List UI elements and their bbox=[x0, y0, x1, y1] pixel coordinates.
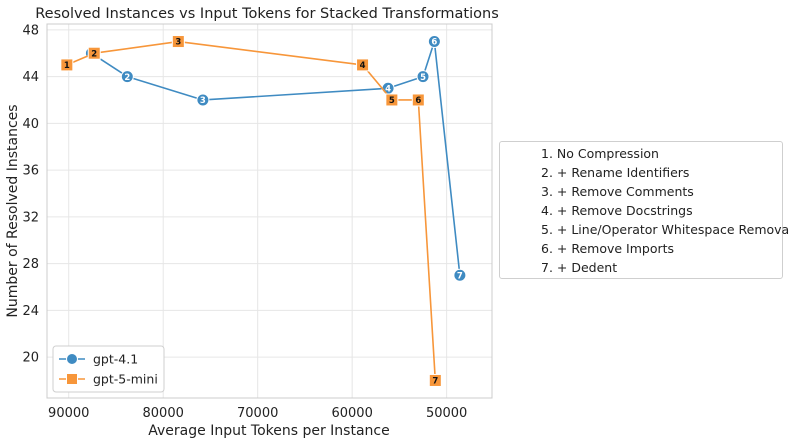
y-tick-label: 36 bbox=[22, 164, 39, 179]
point-label-gpt-5-mini: 3 bbox=[175, 38, 181, 48]
point-label-gpt-4-1: 7 bbox=[457, 271, 463, 281]
legend-step-7: 7. + Dedent bbox=[541, 260, 618, 275]
point-label-gpt-5-mini: 5 bbox=[389, 96, 395, 106]
point-label-gpt-5-mini: 7 bbox=[432, 377, 438, 387]
chart-title: Resolved Instances vs Input Tokens for S… bbox=[35, 6, 499, 22]
data-point-gpt-5-mini bbox=[87, 46, 101, 60]
y-tick-label: 48 bbox=[22, 23, 39, 38]
series-legend-box bbox=[52, 345, 165, 393]
data-point-gpt-5-mini bbox=[60, 58, 74, 72]
series-line-gpt-5-mini bbox=[66, 40, 437, 381]
point-label-gpt-5-mini: 1 bbox=[64, 61, 70, 71]
x-axis-label: Average Input Tokens per Instance bbox=[148, 423, 389, 439]
legend-label-gpt-4-1: gpt-4.1 bbox=[93, 352, 138, 367]
y-tick-label: 44 bbox=[22, 70, 39, 85]
legend-marker-gpt-4-1 bbox=[66, 353, 78, 365]
point-label-gpt-4-1: 4 bbox=[385, 84, 391, 94]
legend-step-3: 3. + Remove Comments bbox=[541, 184, 694, 199]
x-tick-labels: 90000 80000 70000 60000 50000 bbox=[48, 406, 467, 421]
y-tick-label: 28 bbox=[22, 257, 39, 272]
legend-step-1: 1. No Compression bbox=[541, 146, 659, 161]
point-label-gpt-4-1: 3 bbox=[200, 96, 206, 106]
y-axis-label: Number of Resolved Instances bbox=[5, 104, 21, 317]
data-point-gpt-4-1 bbox=[427, 35, 441, 49]
y-tick-label: 24 bbox=[22, 304, 39, 319]
legend-step-2: 2. + Rename Identifiers bbox=[541, 165, 690, 180]
data-point-gpt-4-1 bbox=[196, 93, 210, 107]
data-point-gpt-4-1 bbox=[120, 70, 134, 84]
data-point-gpt-4-1 bbox=[416, 70, 430, 84]
x-tick-label: 70000 bbox=[237, 406, 278, 421]
point-label-gpt-4-1: 5 bbox=[420, 73, 426, 83]
legend-marker-gpt-5-mini bbox=[66, 373, 78, 385]
series-layer: 12345671234567 bbox=[60, 35, 467, 387]
x-tick-label: 60000 bbox=[331, 406, 372, 421]
point-label-gpt-5-mini: 2 bbox=[91, 49, 97, 59]
y-tick-label: 32 bbox=[22, 210, 39, 225]
point-label-gpt-4-1: 2 bbox=[124, 73, 130, 83]
legend-step-4: 4. + Remove Docstrings bbox=[541, 203, 693, 218]
x-tick-label: 90000 bbox=[48, 406, 89, 421]
y-tick-label: 40 bbox=[22, 117, 39, 132]
x-tick-label: 50000 bbox=[426, 406, 467, 421]
data-point-gpt-4-1 bbox=[453, 268, 467, 282]
data-point-gpt-5-mini bbox=[385, 93, 399, 107]
plot-frame bbox=[46, 23, 493, 399]
data-point-gpt-5-mini bbox=[356, 58, 370, 72]
legend-label-gpt-5-mini: gpt-5-mini bbox=[93, 372, 158, 387]
point-label-gpt-5-mini: 6 bbox=[415, 96, 421, 106]
data-point-gpt-5-mini bbox=[428, 373, 442, 387]
legend-step-5: 5. + Line/Operator Whitespace Removal bbox=[541, 222, 789, 237]
data-point-gpt-5-mini bbox=[411, 93, 425, 107]
x-tick-label: 80000 bbox=[143, 406, 184, 421]
data-point-gpt-5-mini bbox=[171, 35, 185, 49]
series-gpt-5-mini: 1 2 3 4 5 6 7 bbox=[60, 35, 442, 387]
point-label-gpt-4-1: 6 bbox=[431, 38, 437, 48]
legend-step-6: 6. + Remove Imports bbox=[541, 241, 675, 256]
series-legend: gpt-4.1 gpt-5-mini bbox=[52, 345, 165, 393]
transformation-legend: 1. No Compression 2. + Rename Identifier… bbox=[499, 141, 789, 279]
y-tick-labels: 20 24 28 32 36 40 44 48 bbox=[22, 23, 39, 365]
point-label-gpt-5-mini: 4 bbox=[360, 61, 366, 71]
y-tick-label: 20 bbox=[22, 351, 39, 366]
